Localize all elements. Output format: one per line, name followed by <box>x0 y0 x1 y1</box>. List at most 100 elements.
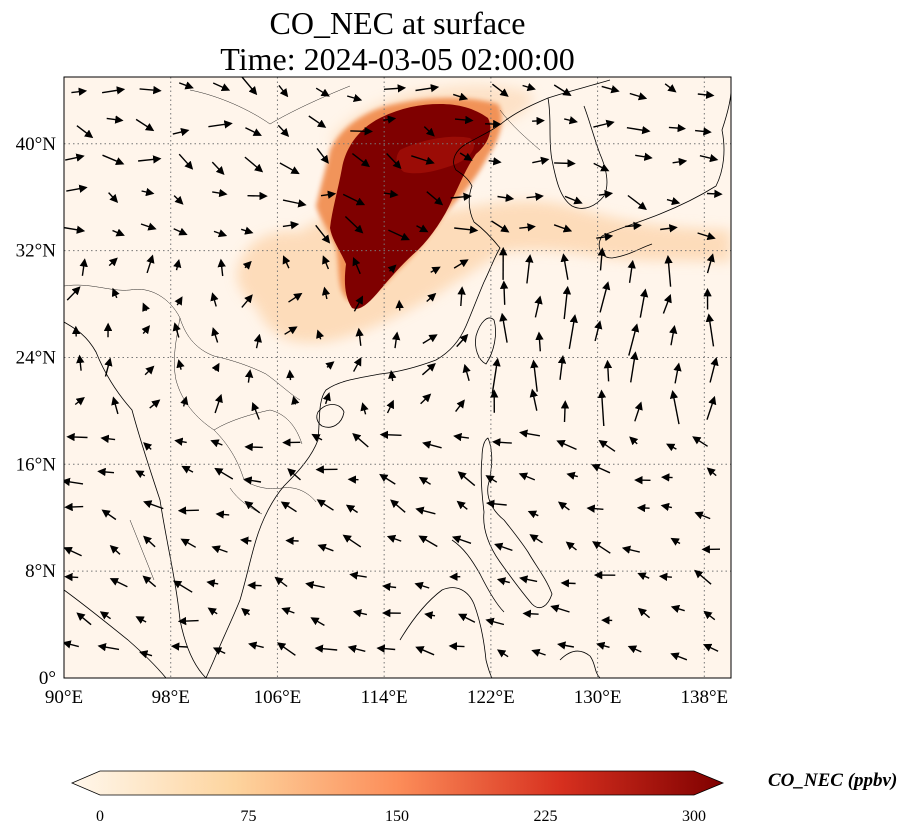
wind-arrow <box>630 351 639 383</box>
map-time-subtitle: Time: 2024-03-05 02:00:00 <box>220 41 575 77</box>
wind-arrow <box>553 224 573 233</box>
wind-arrow <box>71 87 88 96</box>
wind-arrow <box>143 500 164 510</box>
lon-tick-label: 98°E <box>152 687 190 708</box>
wind-arrow <box>706 395 717 420</box>
sumatra-malay-coastline <box>64 589 167 678</box>
wind-arrow <box>66 184 88 193</box>
wind-arrow <box>625 221 642 231</box>
wind-arrow <box>211 545 228 554</box>
wind-arrow <box>386 399 394 414</box>
colorbar-tick-label: 0 <box>96 808 104 825</box>
wind-arrow <box>697 232 716 241</box>
wind-arrow <box>637 572 650 581</box>
wind-arrow <box>379 430 402 440</box>
wind-arrow <box>282 255 291 269</box>
wind-arrow <box>215 510 230 519</box>
wind-arrow <box>74 396 85 406</box>
wind-arrow <box>519 429 541 438</box>
wind-arrow <box>628 323 640 356</box>
wind-arrow <box>325 361 335 370</box>
wind-arrow <box>350 127 373 136</box>
latitude-labels: 0° 8°N 16°N 24°N 32°N 40°N <box>16 134 57 689</box>
wind-arrow <box>316 147 329 164</box>
wind-arrow <box>382 582 397 592</box>
wind-arrow <box>111 396 120 415</box>
wind-arrow <box>178 153 194 170</box>
wind-arrow <box>109 578 128 588</box>
wind-arrow <box>568 314 578 350</box>
wind-arrow <box>424 611 436 620</box>
border-line <box>189 85 351 125</box>
wind-arrow <box>550 604 570 613</box>
wind-arrow <box>415 83 440 93</box>
wind-arrow <box>519 575 538 584</box>
wind-arrow <box>97 467 115 477</box>
wind-arrow <box>174 296 183 306</box>
wind-arrow <box>291 395 300 405</box>
wind-arrow <box>599 281 611 313</box>
wind-arrow <box>557 641 575 650</box>
wind-arrow <box>212 82 231 92</box>
wind-arrow <box>459 152 473 161</box>
wind-arrow <box>345 504 358 514</box>
wind-arrow <box>556 440 577 451</box>
wind-arrow <box>180 396 189 407</box>
wind-arrow <box>108 257 118 267</box>
wind-arrow <box>217 258 226 277</box>
wind-arrow <box>177 616 199 626</box>
wind-arrow <box>207 607 218 616</box>
wind-arrow <box>553 84 572 96</box>
wind-arrow <box>390 499 406 513</box>
wind-arrow <box>180 538 197 548</box>
wind-arrow <box>342 534 362 548</box>
taiwan-coastline <box>475 317 496 365</box>
wind-arrow <box>386 534 402 543</box>
wind-arrow <box>560 400 570 423</box>
wind-arrow <box>352 357 362 372</box>
wind-arrow <box>315 224 331 244</box>
wind-arrow <box>454 225 479 234</box>
wind-arrow <box>422 334 438 344</box>
wind-arrow <box>321 286 331 300</box>
wind-arrow <box>699 154 719 163</box>
wind-arrow <box>494 542 513 552</box>
longitude-labels: 90°E 98°E 106°E 114°E 122°E 130°E 138°E <box>45 687 728 708</box>
wind-arrow <box>140 222 157 231</box>
wind-arrow <box>531 648 546 657</box>
border-line <box>213 409 303 445</box>
wind-arrow <box>709 356 719 383</box>
wind-arrow <box>65 153 85 162</box>
wind-arrow <box>566 471 578 480</box>
wind-arrow <box>282 199 307 208</box>
hainan-coastline <box>316 404 345 428</box>
wind-arrow <box>594 320 603 342</box>
wind-arrow <box>664 83 677 93</box>
wind-arrow <box>109 545 121 555</box>
wind-arrow <box>286 369 295 381</box>
wind-arrow <box>142 302 150 312</box>
wind-arrow <box>143 535 156 548</box>
wind-arrow <box>66 286 81 301</box>
wind-arrow <box>213 229 228 238</box>
lon-tick-label: 138°E <box>680 687 728 708</box>
wind-arrow <box>64 502 84 512</box>
wind-arrow <box>692 436 708 447</box>
wind-arrow <box>212 188 228 198</box>
wind-arrow <box>322 255 330 270</box>
wind-arrow <box>391 331 401 349</box>
wind-arrow <box>426 292 437 303</box>
colorbar-tick-label: 75 <box>241 808 257 825</box>
wind-arrow <box>243 476 262 485</box>
wind-arrow <box>634 401 643 422</box>
colorbar-ticks: 0 75 150 225 300 <box>96 808 706 825</box>
wind-arrow <box>112 228 125 237</box>
wind-arrow <box>491 83 509 97</box>
wind-arrow <box>181 465 194 474</box>
wind-arrow <box>352 609 368 618</box>
wind-arrow <box>101 509 117 521</box>
wind-arrow <box>532 116 545 126</box>
border-line <box>129 519 155 581</box>
wind-arrow <box>241 607 251 617</box>
wind-arrow <box>626 125 651 135</box>
